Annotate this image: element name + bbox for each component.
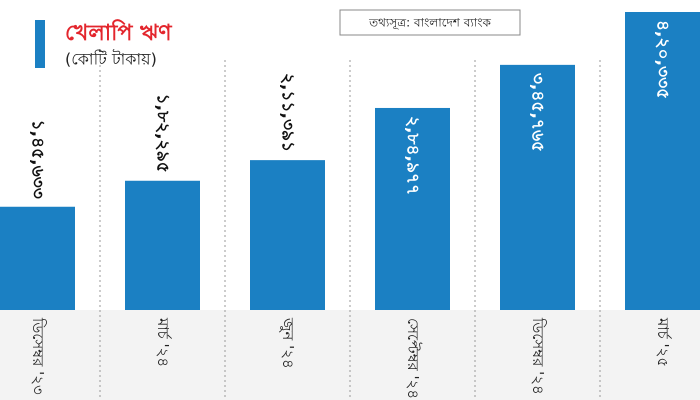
value-label: ১,৪৫,৬৩৩ xyxy=(28,120,48,199)
value-label: ১,৮২,২৯৫ xyxy=(153,94,173,173)
title-marker xyxy=(35,20,45,68)
bar xyxy=(625,12,700,310)
x-tick-label: ডিসেম্বর '২৩ xyxy=(29,317,47,395)
bar xyxy=(500,64,575,310)
source: তথ্যসূত্র: বাংলাদেশ ব্যাংক xyxy=(368,16,491,31)
bar xyxy=(0,206,75,310)
value-label: ২,৮৪,৯৭৭ xyxy=(403,116,423,195)
x-tick-label: মার্চ '২৪ xyxy=(154,317,172,367)
bar xyxy=(375,107,450,310)
bar xyxy=(250,160,325,310)
bar xyxy=(125,180,200,310)
chart-title: খেলাপি ঋণ xyxy=(65,19,172,46)
value-label: ৪,২০,৩৩৫ xyxy=(653,20,673,99)
value-label: ৩,৪৫,৭৬৫ xyxy=(528,73,548,152)
x-tick-label: জুন '২৪ xyxy=(279,317,297,369)
value-label: ২,১১,৩৯১ xyxy=(278,73,298,152)
chart-subtitle: (কোটি টাকায়) xyxy=(65,50,157,69)
x-tick-label: সেপ্টেম্বর '২৪ xyxy=(404,318,422,399)
x-tick-label: ডিসেম্বর '২৪ xyxy=(529,317,547,395)
x-tick-label: মার্চ '২৫ xyxy=(654,317,672,367)
source-box xyxy=(339,9,521,36)
